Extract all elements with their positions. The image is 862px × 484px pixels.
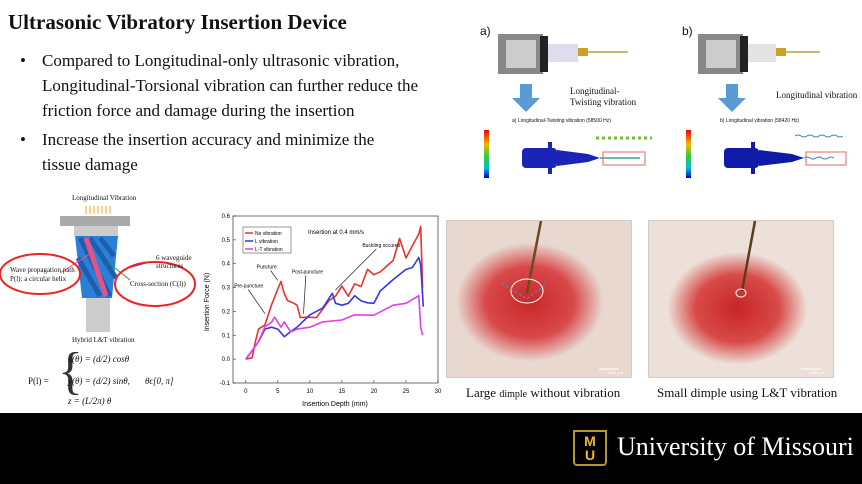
longitudinal-vibration-label: Longitudinal Vibration — [72, 194, 137, 202]
arrow-text-a: Longitudinal-Twisting vibration — [570, 86, 637, 107]
y-tick-label: 0.5 — [222, 238, 231, 244]
equation-z: z = (L/2π) θ — [68, 396, 112, 406]
x-tick-label: 25 — [403, 389, 410, 395]
fea-model-b — [724, 134, 847, 174]
annotation-arrow — [335, 248, 377, 291]
caption-with-lt-vibration: Small dimple using L&T vibration — [657, 385, 838, 400]
x-tick-label: 0 — [244, 389, 248, 395]
x-tick-label: 5 — [276, 389, 280, 395]
chart-title: Insertion at 0.4 mm/s — [308, 230, 364, 236]
needle-photo-left — [501, 221, 619, 370]
arrow-down-a-icon — [512, 84, 540, 112]
annotation-label: Puncture — [257, 264, 277, 270]
y-tick-label: 0.3 — [222, 286, 231, 292]
x-tick-label: 20 — [371, 389, 378, 395]
caption-part: without vibration — [527, 385, 621, 400]
annotation-arrow — [247, 289, 266, 315]
label-a: a) — [480, 24, 491, 38]
cross-section-label: Cross-section (C(l)) — [130, 280, 186, 288]
simulation-figure: a) b) Longitudinal-Twisting vibration Lo… — [470, 20, 860, 200]
annotation-arrow — [303, 275, 307, 314]
y-tick-label: -0.1 — [220, 381, 231, 387]
x-tick-label: 15 — [339, 389, 346, 395]
scale-bar-label: 1000 μm — [809, 370, 825, 375]
arrow-text-b: Longitudinal vibration — [776, 90, 858, 100]
y-axis-label: Insertion Force (N) — [204, 273, 211, 331]
scale-bar-label: 1000 μm — [607, 370, 623, 375]
device-b-drawing — [698, 34, 820, 74]
bullet-list: Compared to Longitudinal-only ultrasonic… — [20, 48, 440, 177]
series-line-l-t-vibration — [245, 294, 424, 360]
y-tick-label: 0.2 — [222, 309, 231, 315]
equation-lhs: P(l) = — [28, 376, 49, 386]
photo-without-vibration: 1000 μm — [446, 220, 632, 378]
label-b: b) — [682, 24, 693, 38]
device-drawings — [484, 34, 847, 178]
equation-brace: { — [58, 343, 83, 400]
series-line-l-vibration — [245, 256, 425, 360]
annotation-arrow — [270, 270, 279, 281]
fea-model-a — [522, 136, 652, 174]
waveguide-diagram: Longitudinal Vibration 6 waveguide struc… — [0, 188, 210, 413]
caption-without-vibration: Large dimple without vibration — [466, 385, 620, 401]
university-name: University of Missouri — [617, 432, 854, 461]
equation-range: θϵ[0, π] — [145, 376, 174, 386]
footer-bar — [0, 413, 862, 484]
fea-legend-a — [484, 130, 489, 178]
waveguide-drawing — [0, 206, 196, 332]
y-tick-label: 0.1 — [222, 333, 231, 339]
device-a-drawing — [498, 34, 628, 74]
y-tick-label: 0.6 — [222, 214, 231, 220]
caption-b: b) Longitudinal vibration (58420 Hz) — [720, 118, 800, 124]
series-line-no-vibration — [245, 225, 424, 360]
x-axis-label: Insertion Depth (mm) — [302, 401, 368, 408]
bullet-item: Compared to Longitudinal-only ultrasonic… — [20, 48, 440, 123]
y-tick-label: 0.0 — [222, 357, 231, 363]
annotation-label: Buckling occured — [362, 243, 400, 249]
caption-a: a) Longitudinal-Twisting vibration (5850… — [512, 118, 611, 124]
plot-frame — [232, 215, 439, 384]
annotation-label: Pre-puncture — [234, 284, 263, 290]
x-tick-label: 10 — [307, 389, 314, 395]
annotation-label: Post-puncture — [292, 269, 323, 275]
slide-title: Ultrasonic Vibratory Insertion Device — [8, 10, 347, 34]
caption-part: Large — [466, 385, 500, 400]
legend-label: L-T vibration — [255, 247, 283, 253]
waveguide-label: 6 waveguide structures — [156, 254, 192, 270]
equation-y: y(θ) = (d/2) sinθ, — [68, 376, 130, 386]
needle-photo-right — [735, 221, 821, 370]
legend-label: L vibration — [255, 239, 278, 245]
bullet-item: Increase the insertion accuracy and mini… — [20, 127, 380, 177]
caption-part: dimple — [499, 389, 528, 400]
insertion-force-chart: Insertion at 0.4 mm/s Insertion Depth (m… — [204, 214, 442, 408]
legend-label: No vibration — [255, 231, 282, 237]
arrow-down-b-icon — [718, 84, 746, 112]
x-tick-label: 30 — [435, 389, 442, 395]
equation-x: x(θ) = (d/2) cosθ — [68, 354, 130, 364]
helix-path-label: Wave propagation path P(l): a circular h… — [10, 266, 75, 283]
fea-legend-b — [686, 130, 691, 178]
hybrid-label: Hybrid L&T vibration — [72, 336, 135, 344]
photo-with-lt-vibration: 1000 μm — [648, 220, 834, 378]
y-tick-label: 0.4 — [222, 262, 231, 268]
